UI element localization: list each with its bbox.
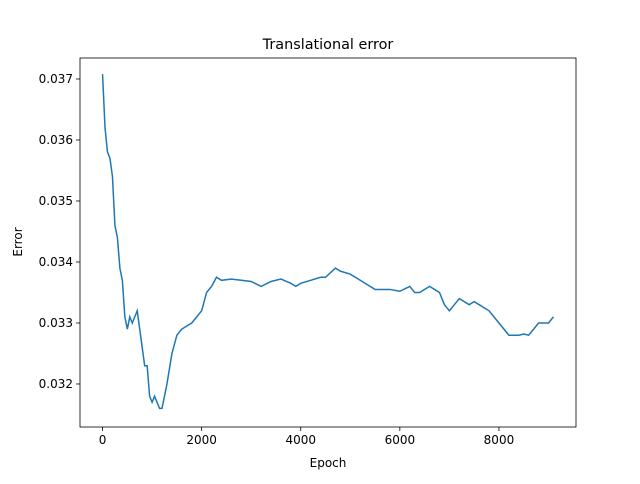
chart-title: Translational error: [262, 37, 394, 53]
y-axis-label: Error: [11, 227, 25, 256]
line: [101, 74, 555, 410]
x-axis-label: Epoch: [310, 456, 347, 470]
axes-frame: [79, 57, 577, 428]
x-tick-label: 6000: [385, 433, 416, 447]
x-tick-label: 0: [99, 433, 107, 447]
y-tick-label: 0.037: [39, 72, 73, 86]
y-tick-label: 0.032: [39, 377, 73, 391]
x-tick-label: 8000: [484, 433, 515, 447]
y-tick-label: 0.033: [39, 316, 73, 330]
x-tick-label: 4000: [285, 433, 316, 447]
y-tick-label: 0.036: [39, 133, 73, 147]
y-tick-label: 0.034: [39, 255, 73, 269]
y-tick-label: 0.035: [39, 194, 73, 208]
x-tick-label: 2000: [186, 433, 217, 447]
